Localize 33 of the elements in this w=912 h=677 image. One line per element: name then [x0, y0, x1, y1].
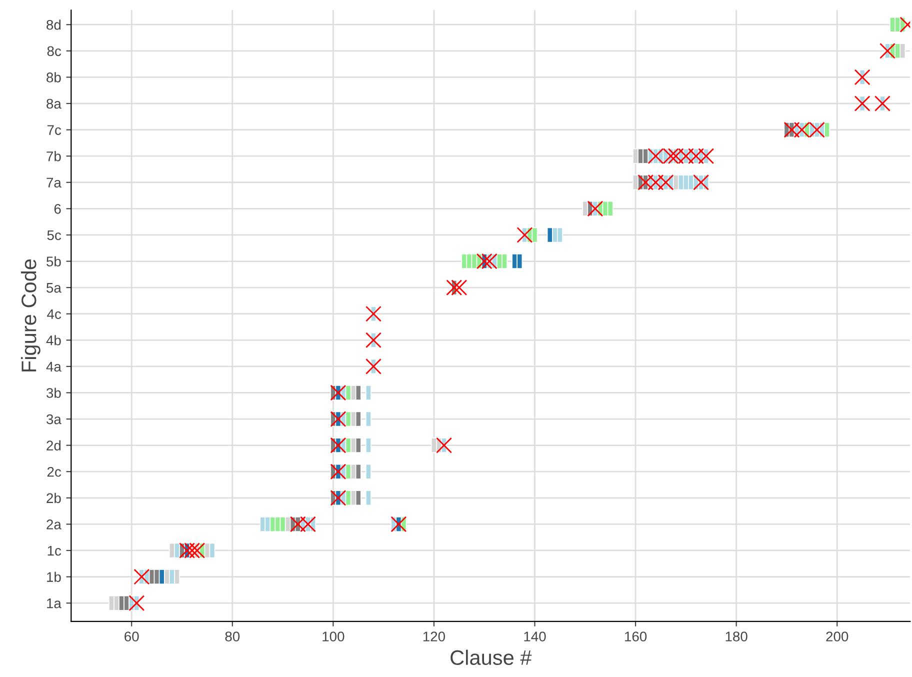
- y-tick-label: 5a: [46, 283, 62, 293]
- y-tick-label: 1b: [47, 572, 61, 582]
- x-tick-label: 140: [524, 632, 546, 642]
- y-axis-title: Figure Code: [20, 259, 40, 372]
- y-tick-label: 7c: [47, 125, 62, 135]
- y-tick-label: 1c: [48, 546, 62, 556]
- y-tick-label: 2a: [46, 520, 62, 530]
- x-tick-label: 80: [225, 632, 240, 642]
- y-tick-label: 8a: [46, 98, 62, 109]
- y-tick-label: 4a: [46, 362, 62, 372]
- x-tick-label: 160: [625, 632, 647, 642]
- y-tick-label: 7b: [46, 151, 61, 162]
- y-tick-label: 4c: [47, 309, 62, 320]
- x-tick-label: 120: [423, 632, 446, 642]
- y-tick-label: 5c: [47, 230, 62, 240]
- y-tick-label: 6: [54, 204, 61, 214]
- y-tick-label: 2c: [47, 466, 62, 477]
- y-tick-label: 1a: [47, 598, 62, 608]
- y-tick-label: 2b: [46, 492, 61, 504]
- y-tick-label: 8d: [46, 20, 61, 30]
- y-tick-label: 8b: [46, 72, 61, 82]
- x-axis-title: Clause #: [450, 650, 532, 666]
- y-tick-label: 7a: [46, 178, 62, 188]
- x-tick-label: 100: [322, 632, 344, 642]
- y-tick-label: 4b: [46, 335, 61, 346]
- y-tick-label: 2d: [46, 440, 61, 450]
- y-tick-label: 3a: [46, 414, 62, 424]
- x-tick-label: 60: [124, 632, 139, 642]
- x-tick-label: 180: [726, 632, 748, 642]
- x-tick-label: 200: [826, 632, 848, 642]
- y-tick-label: 3b: [46, 388, 61, 398]
- y-tick-label: 5b: [46, 256, 61, 266]
- y-tick-label: 8c: [47, 46, 62, 56]
